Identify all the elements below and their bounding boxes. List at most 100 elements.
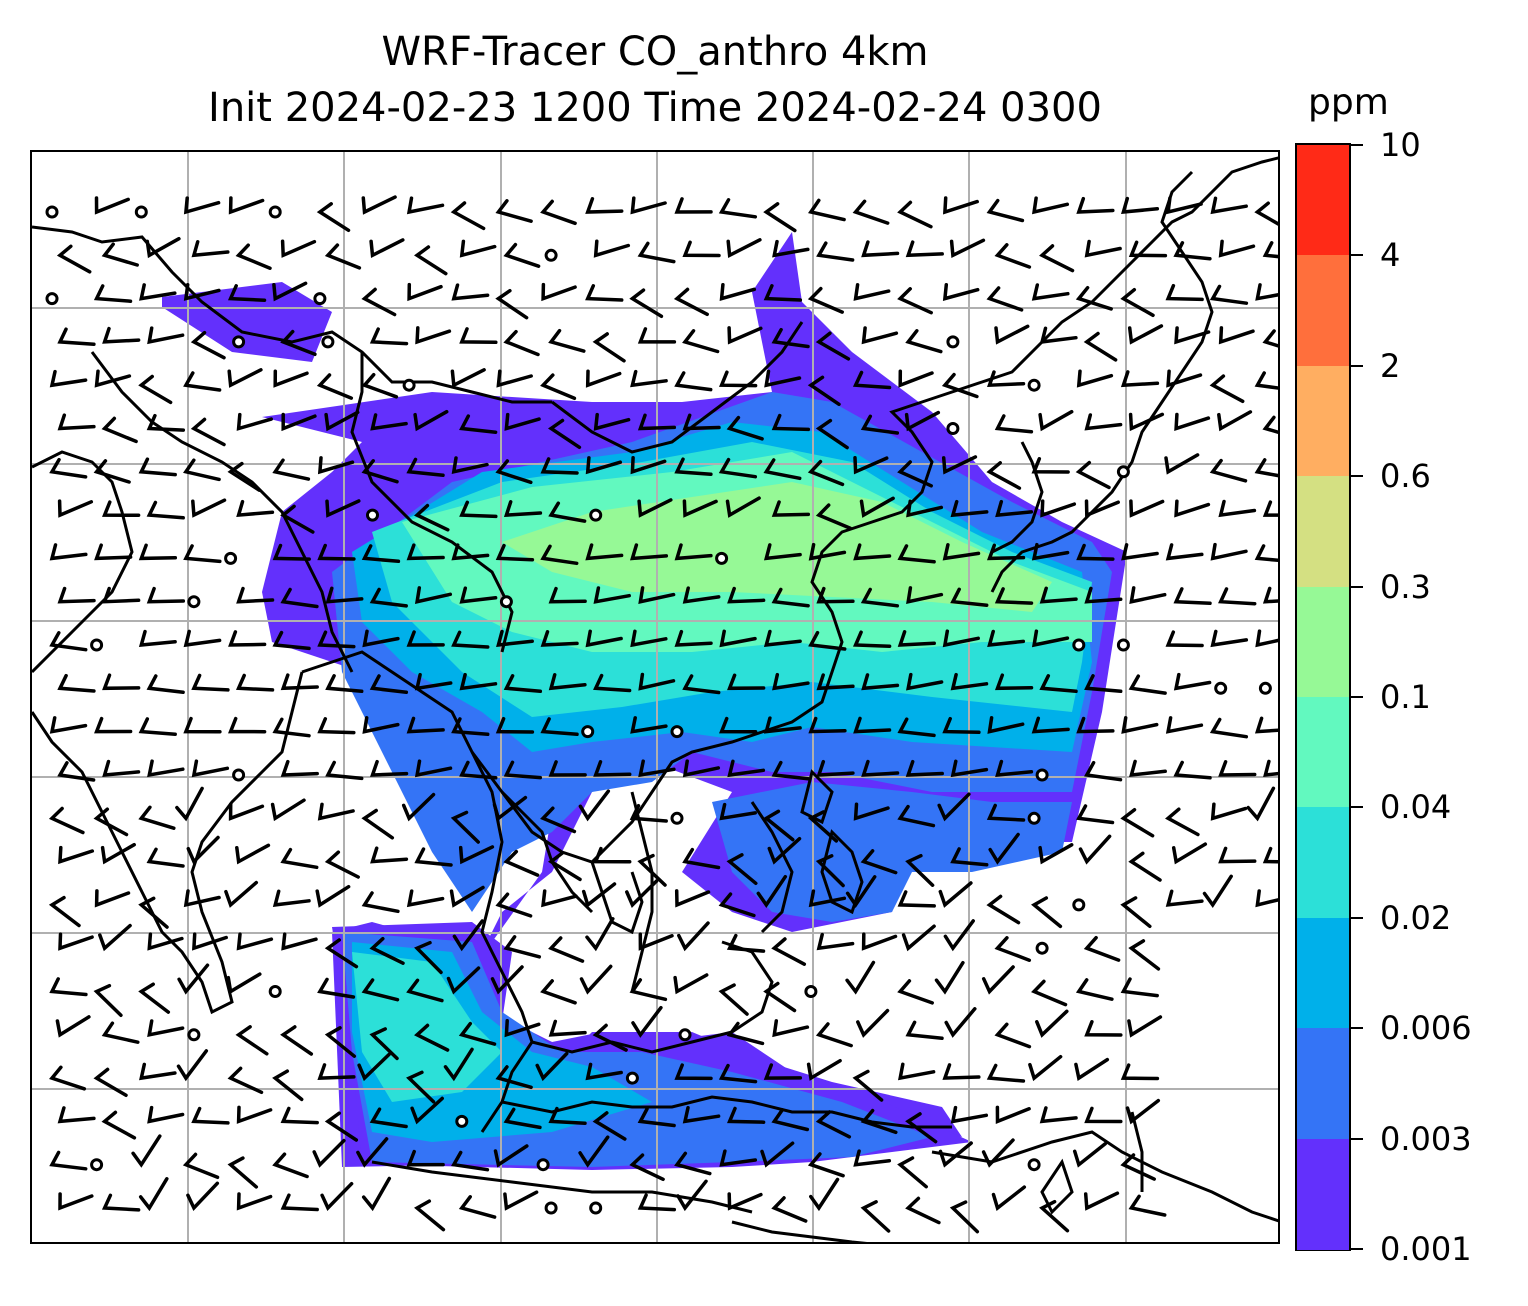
wind-barb <box>228 716 267 734</box>
wind-barb <box>490 965 524 995</box>
wind-barb <box>906 499 944 518</box>
wind-barb <box>495 716 535 734</box>
colorbar-tick-label: 0.006 <box>1380 1009 1472 1048</box>
wind-barb <box>807 375 841 407</box>
wind-barb <box>674 629 713 647</box>
wind-barb <box>629 803 668 823</box>
wind-barb <box>324 243 362 270</box>
wind-barb <box>1254 716 1278 734</box>
wind-barb <box>548 936 585 963</box>
colorbar-tick <box>1351 1248 1363 1250</box>
wind-barb <box>280 847 319 870</box>
wind-barb <box>147 326 185 345</box>
calm-circle <box>1072 638 1086 652</box>
wind-barb <box>147 759 185 778</box>
wind-barb <box>763 1063 803 1080</box>
wind-barb <box>357 1052 391 1082</box>
wind-barb <box>727 673 766 691</box>
calm-circle <box>455 1114 469 1128</box>
wind-barb <box>726 1021 765 1046</box>
wind-barb <box>49 543 88 561</box>
wind-barb <box>406 1070 436 1104</box>
wind-barb <box>1120 370 1160 388</box>
wind-barb <box>176 1049 209 1082</box>
wind-barb <box>325 674 364 694</box>
wind-barb <box>981 1138 1015 1168</box>
wind-barb <box>57 1106 96 1124</box>
wind-barb <box>677 921 710 952</box>
wind-barb <box>815 418 849 450</box>
wind-barb <box>324 410 360 432</box>
wind-barb <box>629 543 669 561</box>
wind-barb <box>369 1107 408 1129</box>
wind-barb <box>94 543 133 561</box>
calm-circle <box>678 1028 692 1042</box>
wind-barb <box>459 672 498 691</box>
wind-barb <box>183 544 222 564</box>
wind-barb <box>414 672 453 691</box>
wind-barb <box>808 630 847 651</box>
wind-barb <box>272 1152 309 1179</box>
wind-barb <box>674 1151 712 1176</box>
wind-barb <box>49 457 88 479</box>
wind-barb <box>58 845 95 865</box>
wind-barb <box>807 810 839 843</box>
wind-barb <box>937 792 971 822</box>
wind-barb <box>540 199 577 226</box>
wind-barb <box>458 1195 497 1219</box>
wind-barb <box>317 456 355 475</box>
wind-barb <box>682 499 718 518</box>
wind-barb <box>1128 674 1167 695</box>
wind-barb <box>950 847 989 867</box>
calm-circle <box>1214 681 1228 695</box>
wind-barb <box>994 587 1034 605</box>
wind-barb <box>183 371 222 392</box>
wind-barb <box>1209 717 1249 739</box>
wind-barb <box>1171 842 1208 865</box>
wind-barb <box>459 760 498 780</box>
wind-barb <box>459 414 498 434</box>
wind-barb <box>1084 1106 1123 1124</box>
wind-barb <box>994 324 1030 345</box>
wind-barb <box>585 456 623 475</box>
wind-barb <box>898 1062 936 1081</box>
wind-barb <box>495 459 533 485</box>
colorbar-tick-label: 0.001 <box>1380 1230 1472 1268</box>
colorbar-tick-label: 10 <box>1380 126 1421 164</box>
wind-barb <box>906 672 944 691</box>
wind-barb <box>191 240 230 258</box>
wind-barb <box>625 879 659 908</box>
wind-barb <box>986 894 1021 925</box>
wind-barb <box>763 458 802 481</box>
wind-barb <box>138 457 177 477</box>
wind-barb <box>190 330 226 360</box>
wind-barb <box>897 979 934 1005</box>
wind-barb <box>949 1200 980 1234</box>
calm-circle <box>499 595 513 609</box>
wind-barb <box>406 716 445 734</box>
wind-barb <box>906 586 944 604</box>
wind-barb <box>541 282 577 302</box>
calm-circle <box>670 811 684 825</box>
wind-barb <box>593 760 632 777</box>
wind-barb <box>1218 587 1257 606</box>
wind-barb <box>853 283 891 301</box>
wind-barb <box>994 243 1032 269</box>
wind-barb <box>1262 329 1278 348</box>
wind-barb <box>845 960 876 995</box>
colorbar-tick-label: 0.003 <box>1380 1119 1472 1158</box>
wind-barb <box>495 1065 533 1090</box>
wind-barb <box>272 889 311 907</box>
wind-barb <box>370 846 409 864</box>
wind-barb <box>719 716 758 734</box>
wind-barb <box>726 238 762 259</box>
wind-barb <box>146 674 185 695</box>
colorbar-segment <box>1297 1138 1349 1250</box>
wind-barb <box>938 1141 973 1168</box>
wind-barb <box>369 238 405 259</box>
wind-barb <box>1084 1020 1123 1037</box>
wind-barb <box>938 881 973 908</box>
colorbar-tick <box>1351 1027 1363 1030</box>
wind-barb <box>183 196 221 215</box>
wind-barb <box>272 458 311 481</box>
